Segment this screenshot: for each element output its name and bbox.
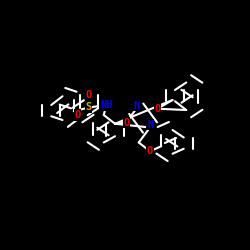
Text: N: N [147,120,153,130]
Text: O: O [123,118,130,128]
Text: N: N [133,101,140,111]
Text: NH: NH [100,100,112,110]
Text: O: O [147,146,153,156]
Text: O: O [154,104,160,114]
Text: O: O [86,90,92,100]
Text: O: O [74,110,80,120]
Text: S: S [86,102,92,113]
